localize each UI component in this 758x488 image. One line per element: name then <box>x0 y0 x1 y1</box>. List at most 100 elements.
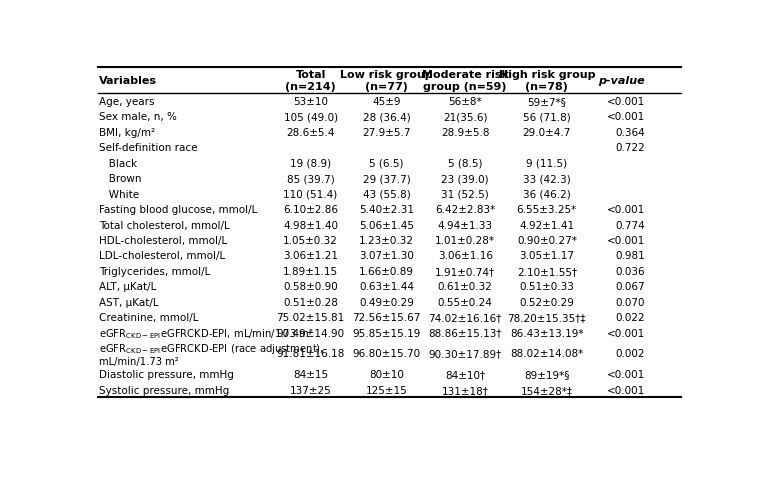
Text: 80±10: 80±10 <box>369 369 404 380</box>
Text: 0.774: 0.774 <box>615 220 645 230</box>
Text: 56±8*: 56±8* <box>449 97 482 107</box>
Text: 5.06±1.45: 5.06±1.45 <box>359 220 414 230</box>
Text: 21(35.6): 21(35.6) <box>443 112 487 122</box>
Text: Sex male, n, %: Sex male, n, % <box>99 112 177 122</box>
Text: 0.981: 0.981 <box>615 251 645 261</box>
Text: Creatinine, mmol/L: Creatinine, mmol/L <box>99 312 199 323</box>
Text: 27.9±5.7: 27.9±5.7 <box>362 128 411 138</box>
Text: 56 (71.8): 56 (71.8) <box>523 112 571 122</box>
Text: BMI, kg/m²: BMI, kg/m² <box>99 128 155 138</box>
Text: 110 (51.4): 110 (51.4) <box>283 189 338 199</box>
Text: Total cholesterol, mmol/L: Total cholesterol, mmol/L <box>99 220 230 230</box>
Text: 2.10±1.55†: 2.10±1.55† <box>517 266 577 276</box>
Text: 131±18†: 131±18† <box>442 385 489 395</box>
Text: <0.001: <0.001 <box>606 369 645 380</box>
Text: 95.85±15.19: 95.85±15.19 <box>352 328 421 338</box>
Text: 1.01±0.28*: 1.01±0.28* <box>435 236 495 245</box>
Text: 86.43±13.19*: 86.43±13.19* <box>510 328 584 338</box>
Text: 1.23±0.32: 1.23±0.32 <box>359 236 414 245</box>
Text: Black: Black <box>99 159 137 168</box>
Text: Moderate risk
group (n=59): Moderate risk group (n=59) <box>421 70 509 92</box>
Text: 74.02±16.16†: 74.02±16.16† <box>428 312 502 323</box>
Text: Total
(n=214): Total (n=214) <box>285 70 336 92</box>
Text: 4.94±1.33: 4.94±1.33 <box>437 220 493 230</box>
Text: p-value: p-value <box>598 76 645 86</box>
Text: <0.001: <0.001 <box>606 204 645 215</box>
Text: 0.90±0.27*: 0.90±0.27* <box>517 236 577 245</box>
Text: 0.63±1.44: 0.63±1.44 <box>359 282 414 292</box>
Text: LDL-cholesterol, mmol/L: LDL-cholesterol, mmol/L <box>99 251 225 261</box>
Text: 137±25: 137±25 <box>290 385 331 395</box>
Text: eGFR$_{\mathrm{CKD-EPI}}$eGFRCKD-EPI (race adjustment),
mL/min/1.73 m²: eGFR$_{\mathrm{CKD-EPI}}$eGFRCKD-EPI (ra… <box>99 341 324 366</box>
Text: 88.02±14.08*: 88.02±14.08* <box>510 349 584 359</box>
Text: 96.80±15.70: 96.80±15.70 <box>352 349 421 359</box>
Text: <0.001: <0.001 <box>606 385 645 395</box>
Text: 1.66±0.89: 1.66±0.89 <box>359 266 414 276</box>
Text: 5 (6.5): 5 (6.5) <box>369 159 404 168</box>
Text: 3.06±1.21: 3.06±1.21 <box>283 251 338 261</box>
Text: 0.002: 0.002 <box>615 349 645 359</box>
Text: High risk group
(n=78): High risk group (n=78) <box>499 70 595 92</box>
Text: 72.56±15.67: 72.56±15.67 <box>352 312 421 323</box>
Text: Fasting blood glucose, mmol/L: Fasting blood glucose, mmol/L <box>99 204 257 215</box>
Text: 28 (36.4): 28 (36.4) <box>362 112 410 122</box>
Text: 84±10†: 84±10† <box>445 369 485 380</box>
Text: 53±10: 53±10 <box>293 97 328 107</box>
Text: 0.364: 0.364 <box>615 128 645 138</box>
Text: 0.022: 0.022 <box>615 312 645 323</box>
Text: 6.42±2.83*: 6.42±2.83* <box>435 204 495 215</box>
Text: 0.52±0.29: 0.52±0.29 <box>519 297 575 307</box>
Text: 0.55±0.24: 0.55±0.24 <box>438 297 493 307</box>
Text: AST, μKat/L: AST, μKat/L <box>99 297 158 307</box>
Text: 33 (42.3): 33 (42.3) <box>523 174 571 184</box>
Text: 75.02±15.81: 75.02±15.81 <box>277 312 345 323</box>
Text: 19 (8.9): 19 (8.9) <box>290 159 331 168</box>
Text: 0.58±0.90: 0.58±0.90 <box>283 282 338 292</box>
Text: 0.51±0.28: 0.51±0.28 <box>283 297 338 307</box>
Text: Systolic pressure, mmHg: Systolic pressure, mmHg <box>99 385 229 395</box>
Text: 85 (39.7): 85 (39.7) <box>287 174 334 184</box>
Text: Triglycerides, mmol/L: Triglycerides, mmol/L <box>99 266 210 276</box>
Text: 4.92±1.41: 4.92±1.41 <box>519 220 575 230</box>
Text: Diastolic pressure, mmHg: Diastolic pressure, mmHg <box>99 369 233 380</box>
Text: 6.10±2.86: 6.10±2.86 <box>283 204 338 215</box>
Text: 28.6±5.4: 28.6±5.4 <box>287 128 335 138</box>
Text: 0.49±0.29: 0.49±0.29 <box>359 297 414 307</box>
Text: 125±15: 125±15 <box>365 385 407 395</box>
Text: 6.55±3.25*: 6.55±3.25* <box>517 204 577 215</box>
Text: Low risk group
(n=77): Low risk group (n=77) <box>340 70 433 92</box>
Text: 90.30±17.89†: 90.30±17.89† <box>428 349 502 359</box>
Text: 36 (46.2): 36 (46.2) <box>523 189 571 199</box>
Text: 45±9: 45±9 <box>372 97 401 107</box>
Text: Brown: Brown <box>99 174 141 184</box>
Text: 59±7*§: 59±7*§ <box>528 97 566 107</box>
Text: 1.05±0.32: 1.05±0.32 <box>283 236 338 245</box>
Text: 5 (8.5): 5 (8.5) <box>448 159 482 168</box>
Text: 88.86±15.13†: 88.86±15.13† <box>428 328 502 338</box>
Text: ALT, μKat/L: ALT, μKat/L <box>99 282 156 292</box>
Text: Variables: Variables <box>99 76 157 86</box>
Text: 4.98±1.40: 4.98±1.40 <box>283 220 338 230</box>
Text: 29.0±4.7: 29.0±4.7 <box>523 128 571 138</box>
Text: HDL-cholesterol, mmol/L: HDL-cholesterol, mmol/L <box>99 236 227 245</box>
Text: 9 (11.5): 9 (11.5) <box>526 159 568 168</box>
Text: 3.05±1.17: 3.05±1.17 <box>519 251 575 261</box>
Text: 3.06±1.16: 3.06±1.16 <box>437 251 493 261</box>
Text: 0.070: 0.070 <box>615 297 645 307</box>
Text: <0.001: <0.001 <box>606 97 645 107</box>
Text: <0.001: <0.001 <box>606 328 645 338</box>
Text: 105 (49.0): 105 (49.0) <box>283 112 337 122</box>
Text: White: White <box>99 189 139 199</box>
Text: 31 (52.5): 31 (52.5) <box>441 189 489 199</box>
Text: 43 (55.8): 43 (55.8) <box>362 189 410 199</box>
Text: 89±19*§: 89±19*§ <box>524 369 569 380</box>
Text: 5.40±2.31: 5.40±2.31 <box>359 204 414 215</box>
Text: 0.61±0.32: 0.61±0.32 <box>438 282 493 292</box>
Text: <0.001: <0.001 <box>606 236 645 245</box>
Text: 3.07±1.30: 3.07±1.30 <box>359 251 414 261</box>
Text: 90.49±14.90: 90.49±14.90 <box>277 328 345 338</box>
Text: 28.9±5.8: 28.9±5.8 <box>441 128 490 138</box>
Text: 154±28*‡: 154±28*‡ <box>521 385 573 395</box>
Text: 78.20±15.35†‡: 78.20±15.35†‡ <box>508 312 586 323</box>
Text: 0.067: 0.067 <box>615 282 645 292</box>
